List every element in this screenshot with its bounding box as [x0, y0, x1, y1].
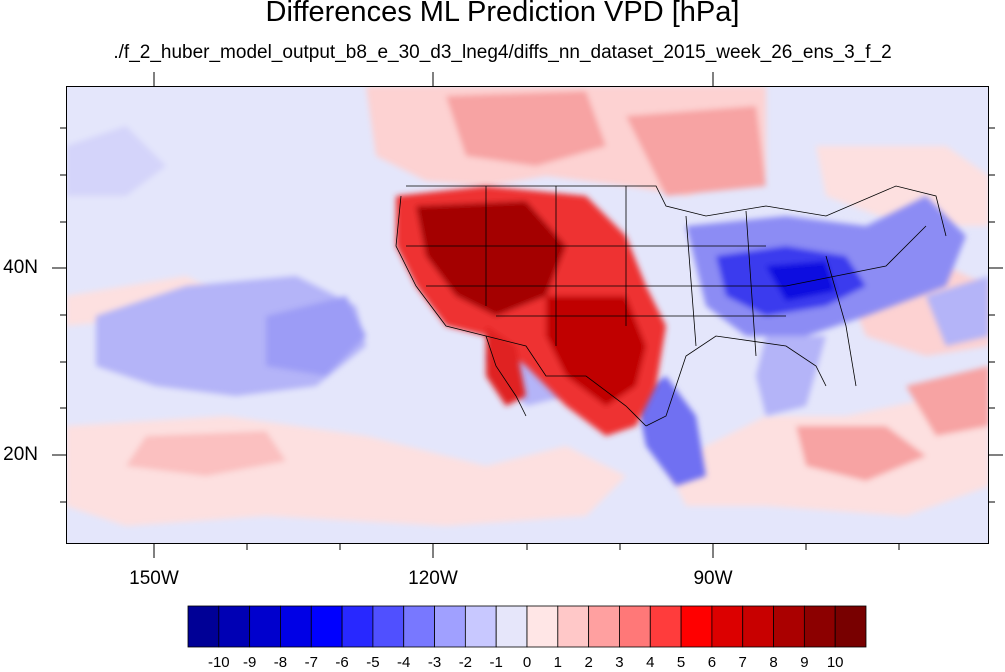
colorbar-swatch: [495, 605, 528, 648]
lon-label-120w: 120W: [408, 568, 458, 589]
colorbar-swatch: [773, 605, 805, 648]
colorbar-swatch: [588, 605, 620, 648]
colorbar-swatch: [619, 605, 651, 648]
colorbar-swatch: [742, 605, 774, 648]
colorbar-swatch: [711, 605, 744, 648]
colorbar-swatch: [341, 605, 374, 648]
colorbar-swatch: [280, 605, 312, 648]
colorbar-tick-label: -10: [207, 654, 230, 671]
colorbar-tick-label: 4: [646, 654, 655, 671]
colorbar-swatch: [464, 605, 497, 648]
map-subtitle: ./f_2_huber_model_output_b8_e_30_d3_lneg…: [113, 42, 892, 63]
colorbar-tick-label: -1: [489, 654, 503, 671]
colorbar-swatch: [803, 605, 836, 648]
colorbar-tick-label: 5: [676, 654, 686, 671]
colorbar-tick-label: -7: [304, 654, 318, 671]
colorbar-tick-label: -6: [335, 654, 349, 671]
lat-label-40n: 40N: [3, 257, 38, 278]
colorbar-swatch: [526, 605, 559, 648]
colorbar-tick-label: -3: [427, 654, 442, 671]
colorbar-tick-label: -8: [273, 654, 288, 671]
colorbar-swatch: [310, 605, 343, 648]
colorbar-swatch: [249, 605, 281, 648]
colorbar-tick-label: 7: [738, 654, 747, 671]
map-plot-area: [66, 86, 989, 544]
colorbar-swatch: [434, 605, 466, 648]
colorbar-swatch: [834, 605, 867, 648]
lon-label-90w: 90W: [693, 568, 733, 589]
colorbar-tick-label: -2: [458, 654, 473, 671]
colorbar-swatch: [557, 605, 590, 648]
lon-label-150w: 150W: [129, 568, 179, 589]
colorbar-tick-label: 0: [522, 654, 532, 671]
colorbar-tick-label: 2: [584, 654, 593, 671]
colorbar-swatch: [680, 605, 713, 648]
colorbar-tick-label: -5: [366, 654, 380, 671]
colorbar-swatch: [403, 605, 435, 648]
vpd-difference-field: [66, 86, 989, 526]
lat-label-20n: 20N: [3, 444, 38, 465]
colorbar-tick-label: 10: [826, 654, 844, 671]
colorbar-swatch: [187, 605, 220, 648]
political-boundaries: [395, 185, 947, 427]
map-title: Differences ML Prediction VPD [hPa]: [265, 0, 740, 28]
positive-strong-regions: [396, 186, 666, 436]
colorbar-swatch: [372, 605, 405, 648]
colorbar-tick-label: -9: [242, 654, 257, 671]
colorbar-tick-label: -4: [397, 654, 411, 671]
colorbar-tick-label: 6: [707, 654, 717, 671]
colorbar-tick-label: 1: [553, 654, 562, 671]
colorbar-tick-label: 3: [615, 654, 624, 671]
colorbar-swatch: [218, 605, 251, 648]
colorbar-swatch: [649, 605, 682, 648]
colorbar-tick-label: 9: [800, 654, 809, 671]
colorbar-tick-label: 8: [769, 654, 778, 671]
